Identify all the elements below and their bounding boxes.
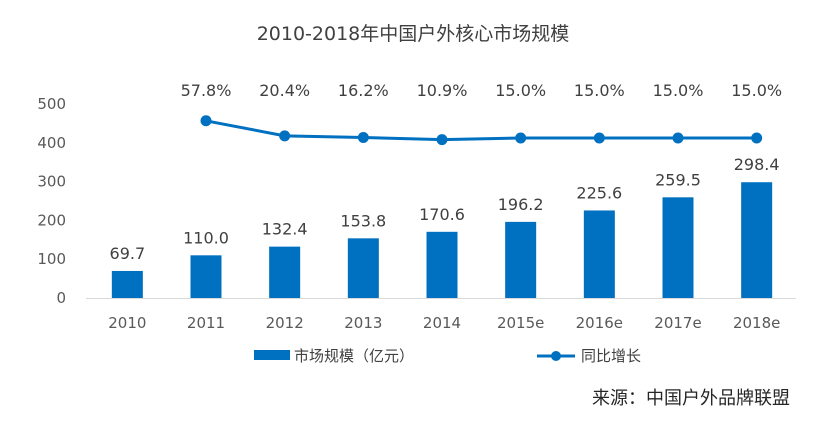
- y-tick-label: 400: [37, 134, 66, 152]
- x-tick-label: 2010: [108, 314, 146, 332]
- bar: [426, 231, 458, 298]
- bar-value-label: 298.4: [734, 155, 780, 174]
- legend-line-label: 同比增长: [581, 347, 641, 365]
- growth-value-label: 15.0%: [731, 81, 782, 100]
- x-axis: 2010 2011 2012 2013 2014 2015e 2016e 2017e 2018e: [108, 314, 780, 332]
- line-data-labels: 57.8% 20.4% 16.2% 10.9% 15.0% 15.0% 15.0% 15.0%: [181, 81, 782, 100]
- growth-value-label: 16.2%: [338, 81, 389, 100]
- bar: [269, 246, 301, 298]
- y-tick-label: 300: [37, 173, 66, 191]
- x-tick-label: 2015e: [497, 314, 544, 332]
- growth-value-label: 15.0%: [495, 81, 546, 100]
- line-series: [200, 115, 763, 146]
- chart-title: 2010-2018年中国户外核心市场规模: [257, 23, 570, 45]
- bar-value-label: 110.0: [183, 228, 229, 247]
- bar: [583, 210, 615, 298]
- bar: [111, 270, 143, 298]
- x-tick-label: 2011: [187, 314, 225, 332]
- bar-value-label: 259.5: [655, 170, 701, 189]
- bar-value-label: 196.2: [498, 195, 544, 214]
- growth-value-label: 15.0%: [653, 81, 704, 100]
- x-tick-label: 2018e: [733, 314, 780, 332]
- x-tick-label: 2014: [423, 314, 461, 332]
- legend: 市场规模（亿元） 同比增长: [254, 347, 641, 365]
- y-tick-label: 500: [37, 95, 66, 113]
- bar: [741, 182, 773, 298]
- legend-bar-swatch: [254, 350, 290, 360]
- growth-value-label: 10.9%: [417, 81, 468, 100]
- growth-point: [436, 134, 448, 146]
- growth-point: [357, 132, 369, 144]
- growth-value-label: 20.4%: [259, 81, 310, 100]
- growth-line: [205, 119, 757, 142]
- source-note: 来源：中国户外品牌联盟: [592, 388, 790, 409]
- growth-value-label: 15.0%: [574, 81, 625, 100]
- x-tick-label: 2017e: [654, 314, 701, 332]
- bar-value-label: 170.6: [419, 205, 465, 224]
- bar: [505, 221, 537, 298]
- x-tick-label: 2013: [344, 314, 382, 332]
- growth-point: [593, 132, 605, 144]
- growth-point: [515, 132, 527, 144]
- bar: [190, 255, 222, 298]
- x-tick-label: 2016e: [576, 314, 623, 332]
- bar-series: [111, 182, 773, 298]
- growth-point: [200, 115, 212, 127]
- growth-point: [751, 132, 763, 144]
- growth-point: [672, 132, 684, 144]
- y-tick-label: 0: [56, 289, 66, 307]
- y-tick-label: 100: [37, 250, 66, 268]
- bar-data-labels: 69.7 110.0 132.4 153.8 170.6 196.2 225.6 259.5 2…: [110, 155, 780, 263]
- bar: [662, 197, 694, 298]
- bar-value-label: 225.6: [576, 183, 622, 202]
- growth-value-label: 57.8%: [181, 81, 232, 100]
- bar-value-label: 153.8: [340, 211, 386, 230]
- growth-point: [279, 130, 291, 142]
- legend-line-marker: [551, 351, 561, 361]
- y-tick-label: 200: [37, 211, 66, 229]
- y-axis: 0 100 200 300 400 500: [37, 95, 66, 307]
- bar-value-label: 69.7: [110, 244, 146, 263]
- legend-bar-label: 市场规模（亿元）: [294, 347, 414, 365]
- bar: [347, 238, 379, 298]
- bar-value-label: 132.4: [262, 220, 308, 239]
- x-tick-label: 2012: [266, 314, 304, 332]
